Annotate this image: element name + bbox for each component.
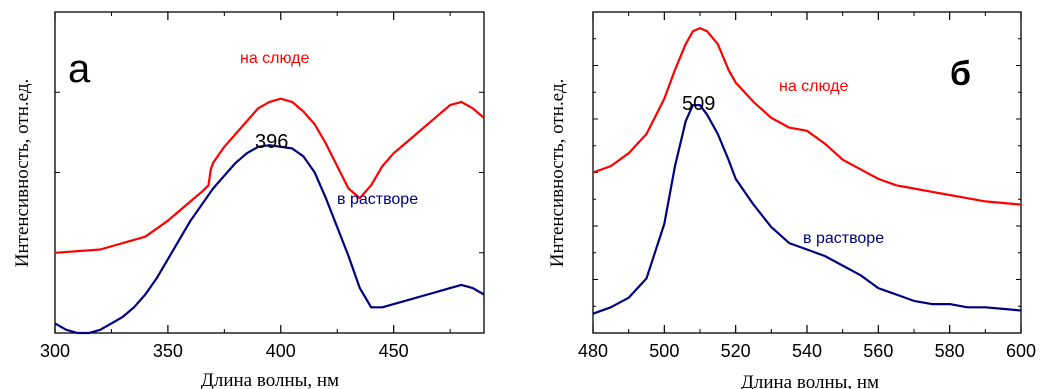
x-tick-label: 450	[379, 341, 409, 361]
panel-a: 300 350 400 450 а на слюде 396 в растворе Д…	[12, 11, 485, 389]
x-ticks-a	[54, 12, 395, 333]
peak-label-b: 509	[682, 93, 715, 115]
series-label-mica-b: на слюде	[779, 78, 849, 95]
x-ticks-b	[592, 12, 1022, 333]
series-line-mica-b	[592, 27, 1022, 206]
x-tick-label: 560	[863, 341, 893, 361]
y-ticks-b	[593, 38, 1021, 307]
x-axis-title-a: Длина волны, нм	[201, 370, 339, 389]
series-line-mica-a	[54, 97, 485, 254]
x-tick-label: 400	[266, 341, 296, 361]
x-tick-label: 350	[153, 341, 183, 361]
x-axis-title-b: Длина волны, нм	[741, 372, 879, 389]
x-minor-ticks-b	[628, 12, 986, 333]
series-label-solution-a: в растворе	[337, 191, 418, 208]
x-tick-label: 500	[649, 341, 679, 361]
panel-label-a: а	[68, 47, 91, 91]
series-label-solution-b: в растворе	[803, 230, 884, 247]
series-group-b	[592, 27, 1022, 315]
x-tick-labels-a: 300 350 400 450	[40, 341, 409, 361]
y-ticks-a	[55, 91, 484, 254]
series-line-solution-b	[592, 103, 1022, 315]
x-tick-label: 600	[1006, 341, 1036, 361]
series-group-a	[54, 97, 485, 335]
panel-label-b: б	[950, 55, 971, 93]
y-axis-title-a: Интенсивность, отн.ед.	[12, 79, 33, 267]
x-minor-ticks-a	[110, 12, 451, 333]
peak-label-a: 396	[255, 131, 288, 153]
series-label-mica-a: на слюде	[240, 50, 310, 67]
x-tick-label: 300	[40, 341, 70, 361]
y-axis-title-b: Интенсивность, отн.ед.	[547, 79, 568, 267]
x-tick-label: 580	[935, 341, 965, 361]
x-tick-label: 540	[792, 341, 822, 361]
x-tick-label: 520	[721, 341, 751, 361]
series-line-solution-a	[54, 144, 485, 335]
panel-b: 480 500 520 540 560 580 600 б на слюде 509 в р…	[547, 11, 1036, 389]
x-tick-labels-b: 480 500 520 540 560 580 600	[578, 341, 1036, 361]
x-tick-label: 480	[578, 341, 608, 361]
